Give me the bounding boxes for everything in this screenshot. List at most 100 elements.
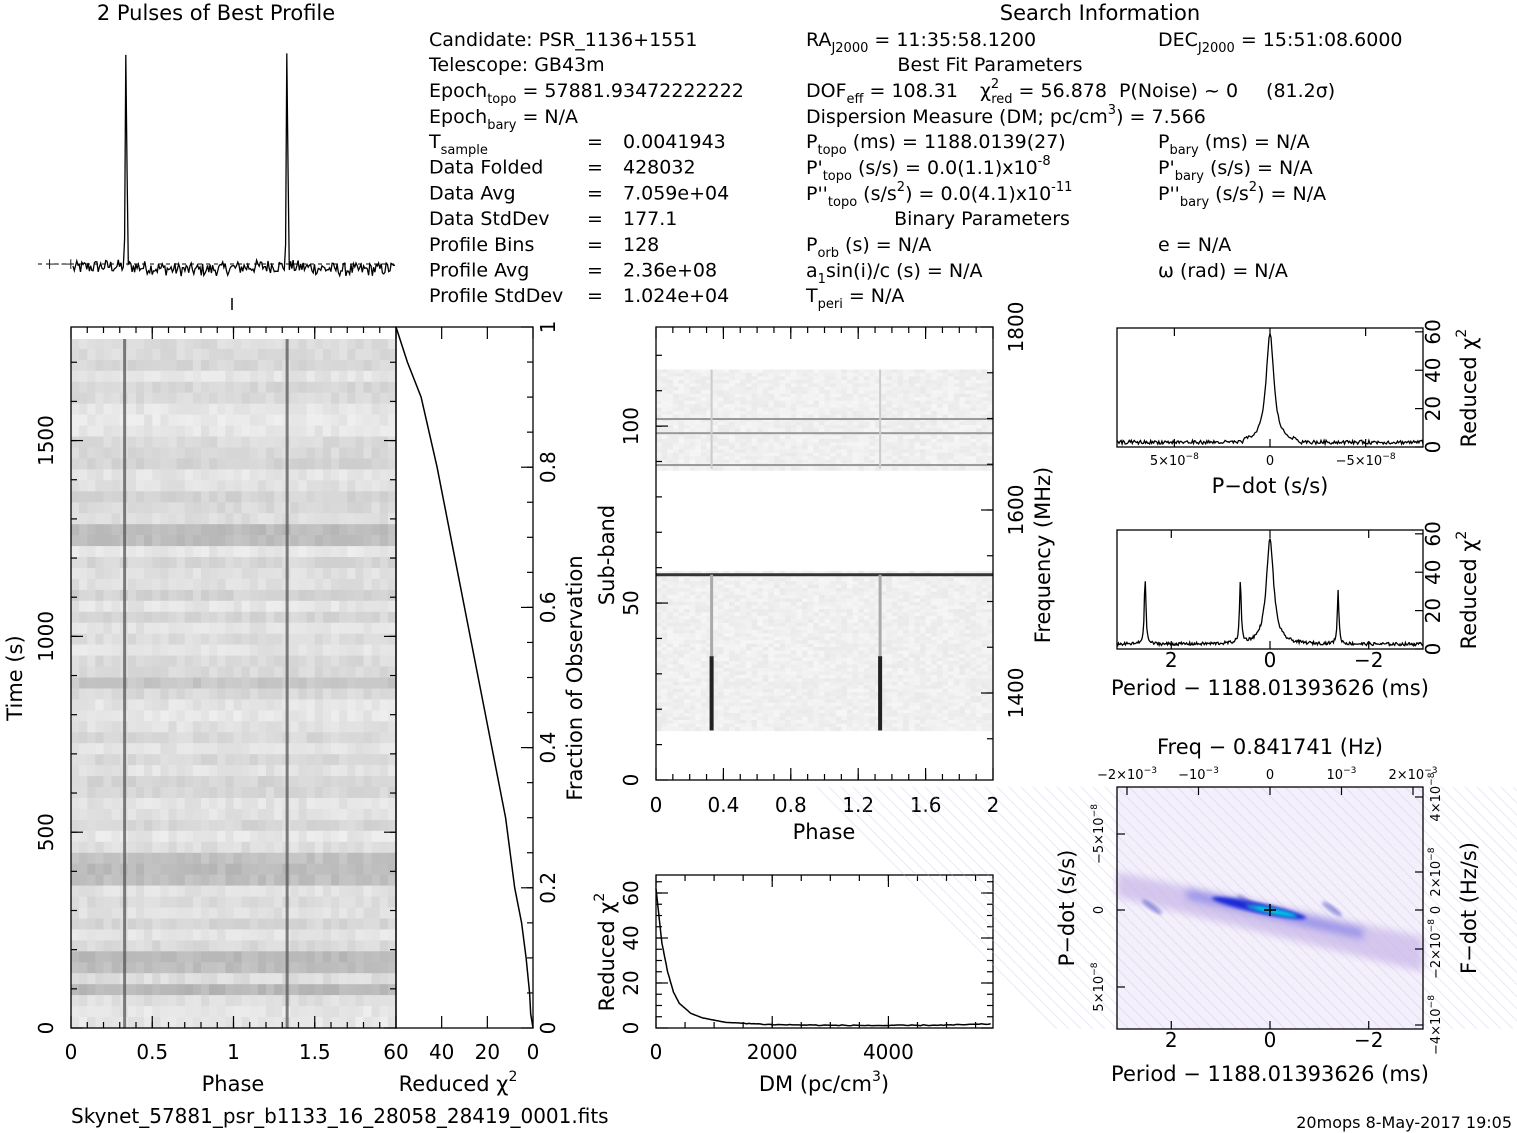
subband-cell	[807, 372, 814, 377]
time-phase-cell	[95, 929, 105, 941]
subband-cell	[768, 379, 775, 384]
subband-cell	[757, 438, 764, 443]
time-phase-cell	[371, 787, 381, 799]
subband-cell	[925, 411, 932, 416]
subband-cell	[740, 466, 747, 471]
time-phase-cell	[274, 414, 283, 427]
subband-cell	[847, 372, 854, 377]
subband-cell	[903, 425, 910, 430]
time-phase-cell	[225, 348, 235, 361]
subband-cell	[684, 581, 691, 586]
time-phase-cell	[95, 414, 105, 427]
subband-cell	[802, 581, 809, 586]
time-phase-cell	[168, 502, 178, 514]
time-phase-cell	[103, 688, 113, 701]
subband-cell	[729, 393, 736, 398]
time-phase-cell	[298, 787, 308, 799]
time-phase-cell	[322, 677, 332, 690]
subband-cell	[953, 397, 960, 402]
subband-cell	[717, 584, 724, 589]
subband-cell	[745, 438, 753, 443]
time-phase-cell	[249, 940, 259, 952]
time-phase-cell	[217, 940, 226, 952]
time-phase-cell	[233, 644, 243, 657]
subband-cell	[953, 574, 960, 579]
subband-cell	[875, 397, 882, 402]
time-phase-cell	[160, 578, 170, 591]
subband-cell	[717, 369, 724, 374]
time-phase-cell	[339, 392, 348, 405]
subband-cell	[914, 383, 921, 388]
subband-cell	[751, 369, 758, 374]
subband-cell	[672, 459, 680, 464]
time-phase-cell	[347, 447, 356, 460]
time-phase-cell	[290, 502, 300, 514]
subband-cell	[684, 584, 691, 589]
subband-cell	[790, 379, 797, 384]
time-phase-cell	[314, 644, 324, 657]
time-phase-cell	[152, 962, 161, 974]
subband-cell	[841, 390, 848, 395]
time-phase-cell	[209, 535, 218, 547]
subband-cell	[700, 456, 708, 461]
time-phase-cell	[322, 359, 332, 372]
pddtopo-sup: 2	[897, 180, 905, 195]
e-line: e = N/A	[1158, 234, 1231, 256]
time-phase-cell	[168, 907, 178, 920]
time-phase-cell	[355, 359, 365, 372]
time-phase-cell	[306, 896, 316, 909]
time-phase-cell	[127, 721, 137, 733]
subband-cell	[920, 435, 927, 440]
time-phase-cell	[217, 699, 226, 711]
time-phase-cell	[95, 568, 105, 580]
time-phase-cell	[136, 348, 145, 361]
subband-cell	[886, 442, 893, 447]
time-phase-cell	[192, 896, 202, 909]
time-phase-cell	[176, 677, 186, 690]
time-phase-cell	[79, 535, 88, 547]
subband-cell	[903, 390, 910, 395]
subband-cell	[706, 438, 713, 443]
time-phase-cell	[209, 995, 218, 1007]
subband-cell	[903, 386, 910, 391]
time-phase-cell	[95, 359, 105, 372]
time-phase-cell	[176, 798, 186, 810]
subband-cell	[925, 581, 932, 586]
time-phase-cell	[201, 381, 210, 394]
subband-cell	[959, 407, 966, 412]
time-phase-cell	[111, 381, 121, 394]
time-phase-cell	[103, 348, 113, 361]
subband-cell	[920, 445, 927, 450]
subband-cell	[684, 588, 691, 593]
time-phase-cell	[111, 798, 121, 810]
time-phase-cell	[241, 721, 251, 733]
subband-cell	[729, 397, 736, 402]
subband-cell	[925, 390, 932, 395]
time-phase-cell	[339, 841, 348, 854]
time-phase-cell	[241, 1017, 251, 1029]
time-phase-cell	[347, 578, 356, 591]
subband-cell	[745, 449, 753, 454]
subband-cell	[785, 435, 792, 440]
subband-cell	[953, 570, 960, 575]
time-phase-cell	[201, 699, 210, 711]
time-phase-cell	[103, 874, 113, 887]
subband-cell	[942, 442, 949, 447]
subband-cell	[931, 581, 938, 586]
time-phase-cell	[274, 578, 283, 591]
subband-cell	[774, 376, 781, 381]
time-phase-cell	[266, 721, 275, 733]
subband-cell	[914, 421, 921, 426]
subband-cell	[914, 581, 921, 586]
time-phase-cell	[371, 1017, 381, 1029]
time-phase-cell	[209, 480, 218, 492]
subband-cell	[858, 438, 865, 443]
time-phase-cell	[339, 907, 348, 920]
subband-cell	[847, 435, 854, 440]
time-phase-cell	[347, 513, 356, 525]
subband-cell	[723, 577, 730, 582]
time-phase-cell	[314, 589, 324, 602]
subband-cell	[931, 435, 938, 440]
time-phase-cell	[136, 370, 145, 383]
time-phase-cell	[339, 436, 348, 449]
